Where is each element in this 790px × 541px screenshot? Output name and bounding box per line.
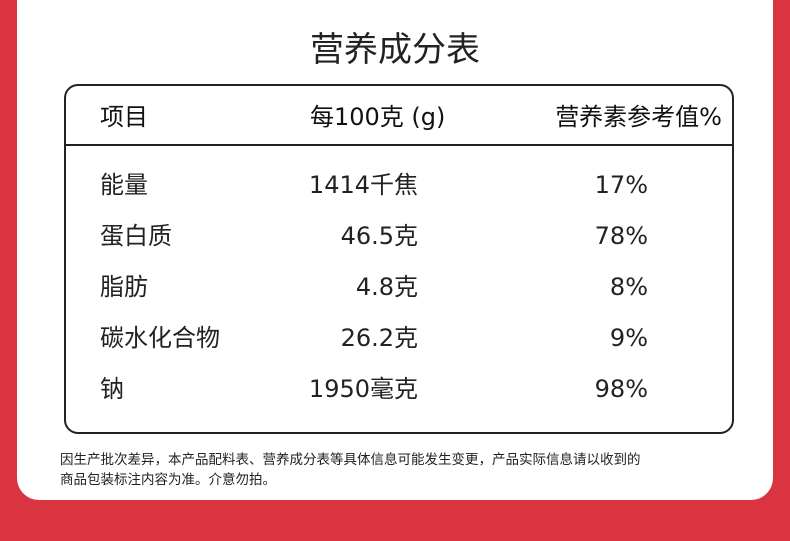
table-cell: 碳水化合物 bbox=[100, 324, 220, 352]
table-cell: 脂肪 bbox=[100, 273, 148, 301]
table-cell: 钠 bbox=[100, 375, 124, 403]
note-line: 因生产批次差异，本产品配料表、营养成分表等具体信息可能发生变更，产品实际信息请以… bbox=[60, 452, 641, 468]
table-cell: 蛋白质 bbox=[100, 222, 172, 250]
header-divider bbox=[64, 144, 734, 146]
table-cell: 17% bbox=[594, 171, 648, 199]
header-cell: 营养素参考值% bbox=[555, 103, 722, 131]
table-cell: 46.5克 bbox=[340, 222, 418, 250]
header-cell: 项目 bbox=[100, 103, 148, 131]
table-cell: 78% bbox=[594, 222, 648, 250]
card bbox=[17, 0, 773, 500]
note-line: 商品包装标注内容为准。介意勿拍。 bbox=[60, 472, 276, 488]
header-cell: 每100克 (g) bbox=[310, 103, 446, 131]
title: 营养成分表 bbox=[310, 30, 480, 70]
table-cell: 1950毫克 bbox=[308, 375, 418, 403]
table-frame bbox=[64, 84, 734, 434]
table-cell: 26.2克 bbox=[340, 324, 418, 352]
table-cell: 4.8克 bbox=[355, 273, 418, 301]
table-cell: 1414千焦 bbox=[308, 171, 418, 199]
table-cell: 8% bbox=[609, 273, 648, 301]
table-cell: 98% bbox=[594, 375, 648, 403]
table-cell: 能量 bbox=[100, 171, 148, 199]
table-cell: 9% bbox=[609, 324, 648, 352]
